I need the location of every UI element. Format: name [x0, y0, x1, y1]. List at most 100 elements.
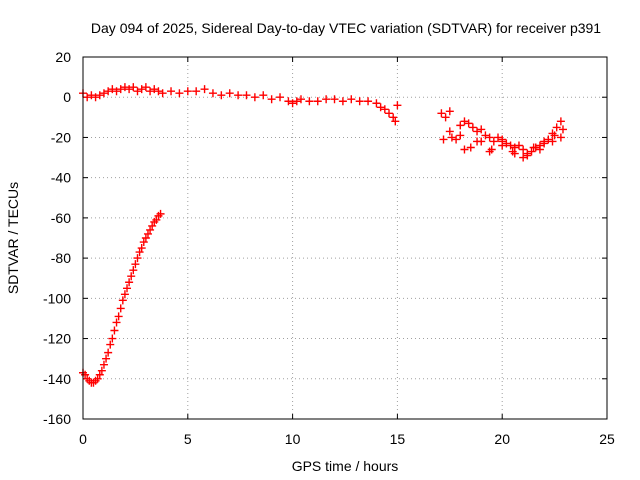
data-point: [242, 91, 251, 100]
data-point: [133, 254, 142, 263]
data-point: [338, 97, 347, 106]
data-point: [508, 147, 517, 156]
data-point: [372, 99, 381, 108]
data-point: [123, 284, 132, 293]
data-point: [89, 378, 98, 387]
data-point: [502, 139, 511, 148]
data-point: [540, 139, 549, 148]
data-point: [267, 95, 276, 104]
x-tick-label: 25: [599, 431, 615, 447]
y-tick-label: -40: [51, 170, 71, 186]
grid: [83, 57, 607, 419]
data-point: [556, 133, 565, 142]
data-point: [183, 87, 192, 96]
data-point: [104, 348, 113, 357]
data-point: [200, 85, 209, 94]
data-point: [127, 272, 136, 281]
data-point: [481, 131, 490, 140]
data-point: [535, 145, 544, 154]
data-point: [445, 127, 454, 136]
data-point: [506, 141, 515, 150]
data-point: [95, 91, 104, 100]
data-point: [445, 107, 454, 116]
data-point: [120, 290, 129, 299]
plot-frame: [82, 56, 608, 420]
data-point: [322, 95, 331, 104]
data-point: [355, 97, 364, 106]
x-tick-label: 10: [285, 431, 301, 447]
x-axis-label: GPS time / hours: [292, 458, 399, 474]
data-point: [137, 244, 146, 253]
data-point: [330, 95, 339, 104]
data-point: [158, 89, 167, 98]
data-point: [114, 312, 123, 321]
data-point: [167, 87, 176, 96]
data-point: [81, 370, 90, 379]
data-point: [146, 87, 155, 96]
data-point: [477, 125, 486, 134]
data-point: [514, 141, 523, 150]
data-point: [99, 89, 108, 98]
data-point: [125, 278, 134, 287]
data-point: [489, 137, 498, 146]
y-tick-label: -20: [51, 129, 71, 145]
data-point: [523, 151, 532, 160]
data-point: [116, 85, 125, 94]
data-point: [148, 221, 157, 230]
data-point: [133, 87, 142, 96]
data-point: [456, 131, 465, 140]
data-point: [95, 370, 104, 379]
data-point: [556, 117, 565, 126]
data-point: [385, 109, 394, 118]
data-point: [154, 211, 163, 220]
data-point: [552, 123, 561, 132]
data-point: [276, 93, 285, 102]
data-point: [519, 145, 528, 154]
y-tick-label: -140: [43, 371, 71, 387]
data-point: [376, 103, 385, 112]
y-tick-label: -100: [43, 290, 71, 306]
y-tick-label: 0: [63, 89, 71, 105]
data-point: [466, 143, 475, 152]
data-point: [473, 127, 482, 136]
data-point: [141, 234, 150, 242]
data-point: [175, 89, 184, 98]
data-point: [217, 91, 226, 100]
y-axis-label: SDTVAR / TECUs: [5, 182, 21, 294]
data-point: [452, 135, 461, 144]
data-point: [288, 99, 297, 108]
data-point: [141, 83, 150, 92]
data-point: [529, 143, 538, 152]
data-point: [456, 121, 465, 130]
data-point: [447, 133, 456, 142]
data-point: [104, 87, 113, 96]
data-point: [510, 149, 519, 158]
data-point: [139, 238, 148, 247]
data-point: [460, 145, 469, 154]
data-point: [548, 129, 557, 138]
data-point: [91, 376, 100, 385]
data-point: [519, 153, 528, 162]
data-point: [296, 95, 305, 104]
data-point: [91, 93, 100, 102]
data-point: [97, 366, 106, 375]
data-point: [487, 145, 496, 154]
data-point: [380, 105, 389, 114]
data-point: [150, 217, 159, 226]
data-point: [548, 137, 557, 146]
data-point: [485, 147, 494, 156]
data-point: [146, 225, 155, 234]
data-point: [292, 97, 301, 106]
data-point: [110, 326, 119, 335]
data-point: [284, 97, 293, 106]
data-point: [464, 119, 473, 128]
data-point: [106, 340, 115, 349]
data-point: [135, 248, 144, 257]
data-point: [102, 354, 111, 363]
data-point: [473, 137, 482, 146]
data-point: [154, 87, 163, 96]
data-point: [558, 125, 567, 134]
data-point: [364, 97, 373, 106]
data-point: [305, 97, 314, 106]
